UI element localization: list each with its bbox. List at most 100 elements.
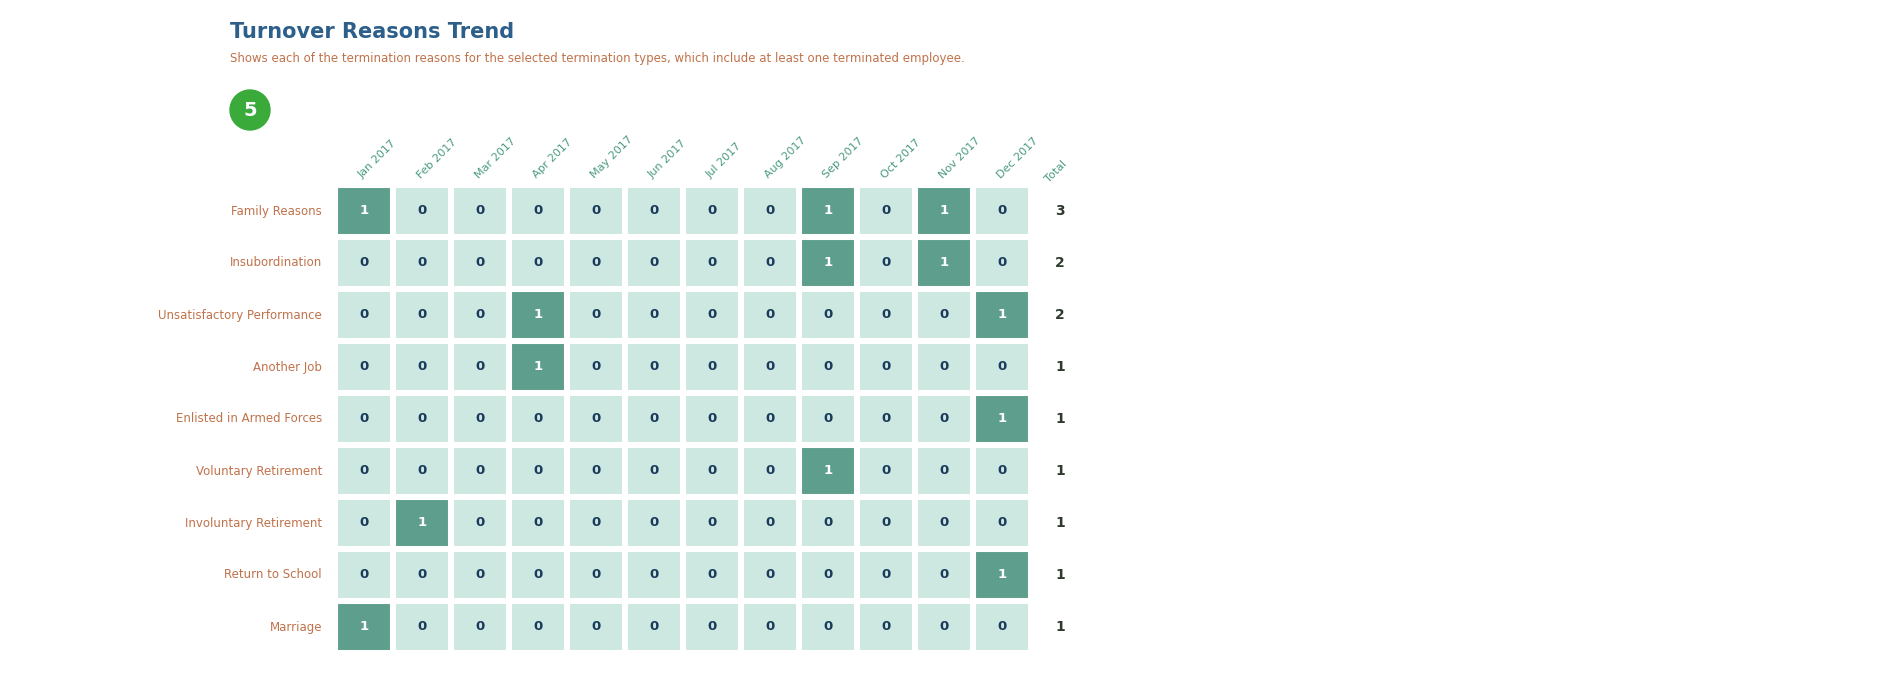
Bar	[744, 291, 797, 339]
Bar	[628, 603, 681, 651]
Bar	[569, 603, 624, 651]
Text: 1: 1	[417, 516, 426, 530]
Text: 0: 0	[824, 308, 833, 321]
Bar	[685, 187, 740, 235]
Text: Dec 2017: Dec 2017	[995, 136, 1040, 180]
Text: 2: 2	[1056, 308, 1065, 322]
Bar	[337, 291, 392, 339]
Text: Family Reasons: Family Reasons	[232, 204, 321, 217]
Bar	[628, 551, 681, 599]
Bar	[453, 395, 508, 443]
Text: 0: 0	[359, 308, 369, 321]
Text: 0: 0	[476, 569, 485, 582]
Bar	[860, 187, 913, 235]
Bar	[569, 291, 624, 339]
Text: 1: 1	[824, 204, 833, 217]
Bar	[801, 551, 856, 599]
Bar	[628, 239, 681, 287]
Text: 0: 0	[881, 257, 890, 270]
Text: 0: 0	[765, 516, 774, 530]
Bar	[512, 291, 565, 339]
Text: 0: 0	[533, 464, 542, 477]
Text: 0: 0	[997, 360, 1006, 373]
Text: 1: 1	[1056, 360, 1065, 374]
Bar	[801, 343, 856, 391]
Text: 0: 0	[649, 308, 658, 321]
Bar	[453, 603, 508, 651]
Text: 0: 0	[417, 308, 426, 321]
Bar	[917, 603, 972, 651]
Text: Return to School: Return to School	[224, 569, 321, 582]
Bar	[801, 187, 856, 235]
Text: 0: 0	[476, 360, 485, 373]
Bar	[628, 447, 681, 495]
Text: 0: 0	[765, 257, 774, 270]
Text: 0: 0	[824, 569, 833, 582]
Bar	[396, 343, 449, 391]
Text: 0: 0	[533, 257, 542, 270]
Text: Another Job: Another Job	[253, 360, 321, 373]
Bar	[801, 395, 856, 443]
Text: 0: 0	[476, 620, 485, 633]
Bar	[976, 395, 1029, 443]
Bar	[744, 343, 797, 391]
Bar	[744, 239, 797, 287]
Bar	[396, 499, 449, 547]
Text: 0: 0	[824, 413, 833, 426]
Text: 0: 0	[765, 620, 774, 633]
Text: 0: 0	[417, 569, 426, 582]
Text: 0: 0	[533, 569, 542, 582]
Text: Nov 2017: Nov 2017	[938, 135, 981, 180]
Bar	[917, 343, 972, 391]
Text: 0: 0	[533, 620, 542, 633]
Bar	[744, 187, 797, 235]
Text: 0: 0	[476, 516, 485, 530]
Bar	[917, 291, 972, 339]
Bar	[569, 187, 624, 235]
Text: 1: 1	[997, 413, 1006, 426]
Text: 0: 0	[592, 308, 601, 321]
Text: 0: 0	[592, 569, 601, 582]
Text: 0: 0	[359, 569, 369, 582]
Text: 0: 0	[708, 360, 717, 373]
Bar	[744, 395, 797, 443]
Text: 0: 0	[765, 360, 774, 373]
Text: 0: 0	[765, 204, 774, 217]
Bar	[337, 551, 392, 599]
Text: 0: 0	[940, 620, 949, 633]
Text: 0: 0	[592, 620, 601, 633]
Bar	[512, 395, 565, 443]
Bar	[744, 499, 797, 547]
Text: Unsatisfactory Performance: Unsatisfactory Performance	[158, 308, 321, 321]
Text: 0: 0	[881, 308, 890, 321]
Text: 0: 0	[824, 360, 833, 373]
Text: 0: 0	[997, 204, 1006, 217]
Text: 0: 0	[765, 413, 774, 426]
Bar	[337, 499, 392, 547]
Bar	[860, 551, 913, 599]
Bar	[396, 603, 449, 651]
Bar	[512, 499, 565, 547]
Bar	[976, 603, 1029, 651]
Bar	[976, 551, 1029, 599]
Text: 0: 0	[708, 516, 717, 530]
Bar	[860, 343, 913, 391]
Text: 0: 0	[824, 516, 833, 530]
Text: Turnover Reasons Trend: Turnover Reasons Trend	[230, 22, 514, 42]
Text: 1: 1	[1056, 412, 1065, 426]
Text: 1: 1	[359, 204, 369, 217]
Text: 0: 0	[765, 308, 774, 321]
Bar	[628, 343, 681, 391]
Bar	[801, 499, 856, 547]
Text: 0: 0	[881, 516, 890, 530]
Text: 0: 0	[708, 464, 717, 477]
Text: 0: 0	[417, 360, 426, 373]
Bar	[453, 499, 508, 547]
Text: 0: 0	[824, 620, 833, 633]
Text: Jun 2017: Jun 2017	[647, 138, 689, 180]
Bar	[337, 239, 392, 287]
Bar	[569, 395, 624, 443]
Bar	[512, 187, 565, 235]
Text: 0: 0	[940, 413, 949, 426]
Text: 0: 0	[417, 464, 426, 477]
